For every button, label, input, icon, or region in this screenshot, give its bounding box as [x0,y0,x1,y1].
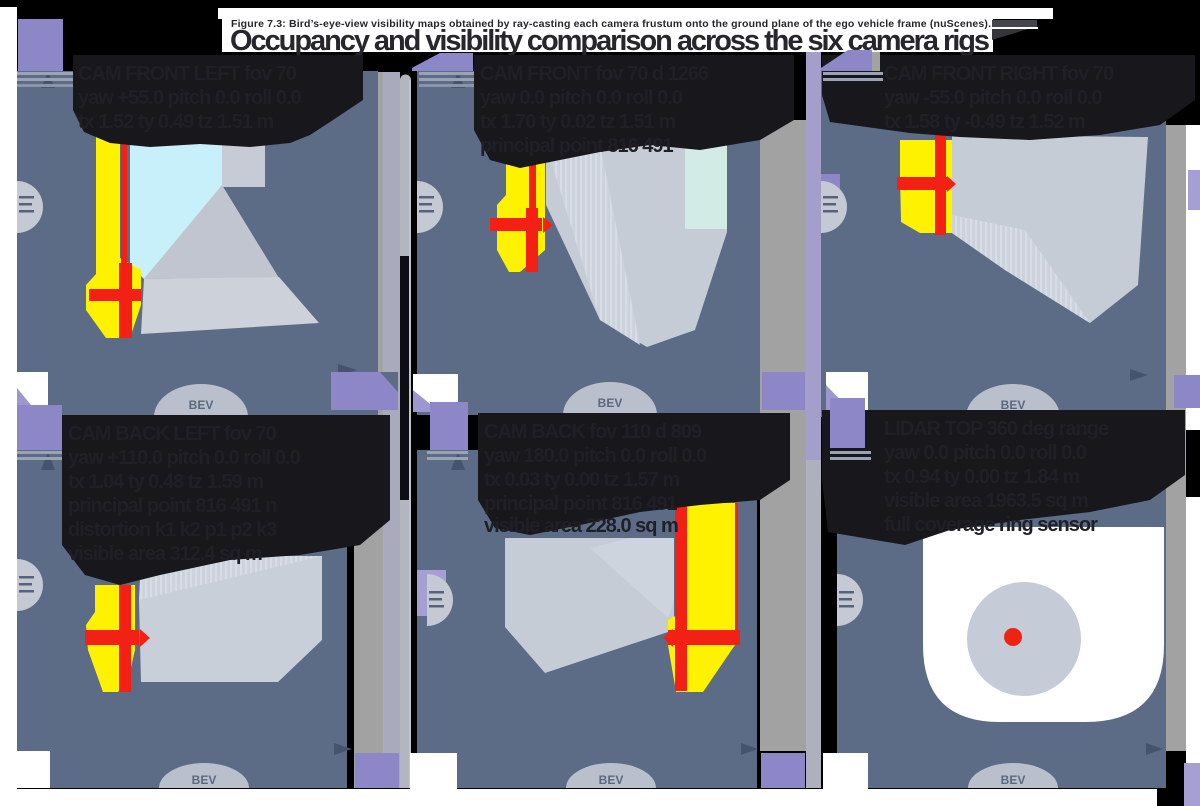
svg-text:CAM FRONT LEFT fov 70: CAM FRONT LEFT fov 70 [78,63,297,85]
svg-text:tx 0.94 ty 0.00 tz 1.84 m: tx 0.94 ty 0.00 tz 1.84 m [884,466,1079,488]
svg-text:yaw 0.0 pitch 0.0 roll 0.0: yaw 0.0 pitch 0.0 roll 0.0 [480,87,683,109]
svg-text:BEV: BEV [189,398,214,412]
svg-text:yaw 180.0 pitch 0.0 roll 0.0: yaw 180.0 pitch 0.0 roll 0.0 [484,445,707,467]
svg-text:LIDAR TOP 360 deg range: LIDAR TOP 360 deg range [884,418,1109,440]
svg-text:Figure 7.3: Bird’s-eye-view vi: Figure 7.3: Bird’s-eye-view visibility m… [231,18,991,30]
svg-text:visible area 228.0 sq m: visible area 228.0 sq m [484,515,678,537]
svg-text:tx 1.52 ty 0.49 tz 1.51 m: tx 1.52 ty 0.49 tz 1.51 m [78,111,273,133]
svg-text:principal point 816 491 n: principal point 816 491 n [68,495,276,517]
svg-text:CAM FRONT RIGHT fov 70: CAM FRONT RIGHT fov 70 [884,63,1114,85]
svg-text:visible area 312.4 sq m: visible area 312.4 sq m [68,543,262,565]
svg-text:full coverage ring sensor: full coverage ring sensor [884,514,1098,536]
svg-text:visible area 1963.5 sq m: visible area 1963.5 sq m [884,490,1088,512]
svg-text:CAM BACK fov 110 d 809: CAM BACK fov 110 d 809 [484,421,702,443]
svg-text:BEV: BEV [1001,398,1026,412]
svg-text:BEV: BEV [599,773,624,787]
svg-text:principal point 816 491: principal point 816 491 [480,135,674,157]
svg-text:BEV: BEV [192,773,217,787]
svg-text:distortion k1 k2 p1 p2 k3: distortion k1 k2 p1 p2 k3 [68,519,277,541]
svg-text:yaw +110.0 pitch 0.0 roll 0.0: yaw +110.0 pitch 0.0 roll 0.0 [68,447,301,469]
svg-text:tx 0.03 ty 0.00 tz 1.57 m: tx 0.03 ty 0.00 tz 1.57 m [484,469,679,491]
svg-text:tx 1.04 ty 0.48 tz 1.59 m: tx 1.04 ty 0.48 tz 1.59 m [68,471,263,493]
svg-text:yaw +55.0 pitch 0.0 roll 0.0: yaw +55.0 pitch 0.0 roll 0.0 [78,87,302,109]
svg-text:BEV: BEV [1001,773,1026,787]
svg-text:CAM BACK LEFT fov 70: CAM BACK LEFT fov 70 [68,423,277,445]
svg-text:BEV: BEV [598,396,623,410]
svg-text:CAM FRONT fov 70 d 1266: CAM FRONT fov 70 d 1266 [480,63,709,85]
svg-text:tx 1.58 ty -0.49 tz 1.52 m: tx 1.58 ty -0.49 tz 1.52 m [884,111,1085,133]
svg-text:yaw -55.0 pitch 0.0 roll 0.0: yaw -55.0 pitch 0.0 roll 0.0 [884,87,1103,109]
svg-text:principal point 816 491: principal point 816 491 [484,493,678,515]
svg-text:tx 1.70 ty 0.02 tz 1.51 m: tx 1.70 ty 0.02 tz 1.51 m [480,111,675,133]
svg-text:yaw 0.0 pitch 0.0 roll 0.0: yaw 0.0 pitch 0.0 roll 0.0 [884,442,1087,464]
